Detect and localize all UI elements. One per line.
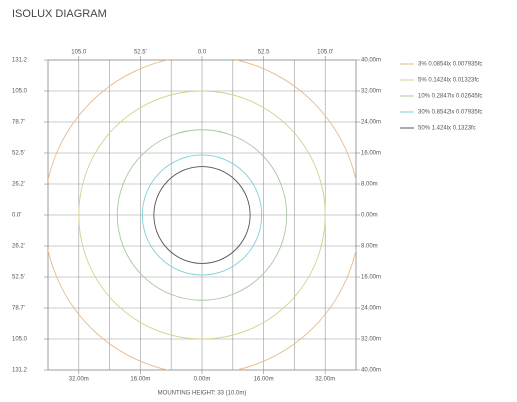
x-tick-label: 0.00m bbox=[194, 377, 211, 383]
x-axis-label: MOUNTING HEIGHT: 33 (10.0m) bbox=[158, 391, 247, 397]
y2-tick-label: 52.5' bbox=[12, 275, 25, 281]
plot-area bbox=[48, 60, 356, 370]
isolux-contour bbox=[78, 90, 326, 340]
y2-tick-label: 26.2' bbox=[12, 182, 25, 188]
x2-tick-label: 105.0 bbox=[71, 50, 87, 56]
y2-tick-label: 105.0 bbox=[12, 89, 28, 95]
y-tick-label: 40.00m bbox=[361, 58, 381, 64]
y2-tick-label: 131.2 bbox=[12, 368, 28, 374]
x2-tick-label: 0.0 bbox=[198, 50, 207, 56]
y-tick-label: 32.00m bbox=[361, 337, 381, 343]
y2-tick-label: 26.2' bbox=[12, 244, 25, 250]
y-tick-label: 8.00m bbox=[361, 244, 378, 250]
y2-tick-label: 105.0 bbox=[12, 337, 28, 343]
x-tick-label: 16.00m bbox=[254, 377, 274, 383]
legend-label: 5% 0.1424lx 0.01323fc bbox=[418, 78, 479, 84]
x-tick-label: 32.00m bbox=[315, 377, 335, 383]
y2-tick-label: 131.2 bbox=[12, 58, 28, 64]
y-tick-label: 16.00m bbox=[361, 151, 381, 157]
x-tick-label: 16.00m bbox=[130, 377, 150, 383]
y2-tick-label: 0.0' bbox=[12, 213, 22, 219]
legend-label: 30% 0.8542lx 0.07935fc bbox=[418, 110, 482, 116]
legend-label: 50% 1.424lx 0.1323fc bbox=[418, 126, 476, 132]
x2-tick-label: 52.5' bbox=[134, 50, 147, 56]
y-tick-label: 40.00m bbox=[361, 368, 381, 374]
isolux-contour bbox=[141, 154, 263, 276]
y2-tick-label: 52.5' bbox=[12, 151, 25, 157]
y-tick-label: 24.00m bbox=[361, 120, 381, 126]
y-tick-label: 8.00m bbox=[361, 182, 378, 188]
y-tick-label: 24.00m bbox=[361, 306, 381, 312]
legend-label: 10% 0.2847lx 0.02645fc bbox=[418, 94, 482, 100]
y-tick-label: 0.00m bbox=[361, 213, 378, 219]
x2-tick-label: 52.5 bbox=[258, 50, 270, 56]
y-tick-label: 16.00m bbox=[361, 275, 381, 281]
x2-tick-label: 105.0' bbox=[317, 50, 333, 56]
y2-tick-label: 78.7' bbox=[12, 120, 25, 126]
legend-label: 3% 0.0854lx 0.007935fc bbox=[418, 62, 482, 68]
y-tick-label: 32.00m bbox=[361, 89, 381, 95]
isolux-contour bbox=[116, 129, 288, 301]
chart-title: ISOLUX DIAGRAM bbox=[12, 8, 107, 20]
isolux-contour bbox=[153, 166, 251, 264]
y2-tick-label: 78.7' bbox=[12, 306, 25, 312]
x-tick-label: 32.00m bbox=[69, 377, 89, 383]
